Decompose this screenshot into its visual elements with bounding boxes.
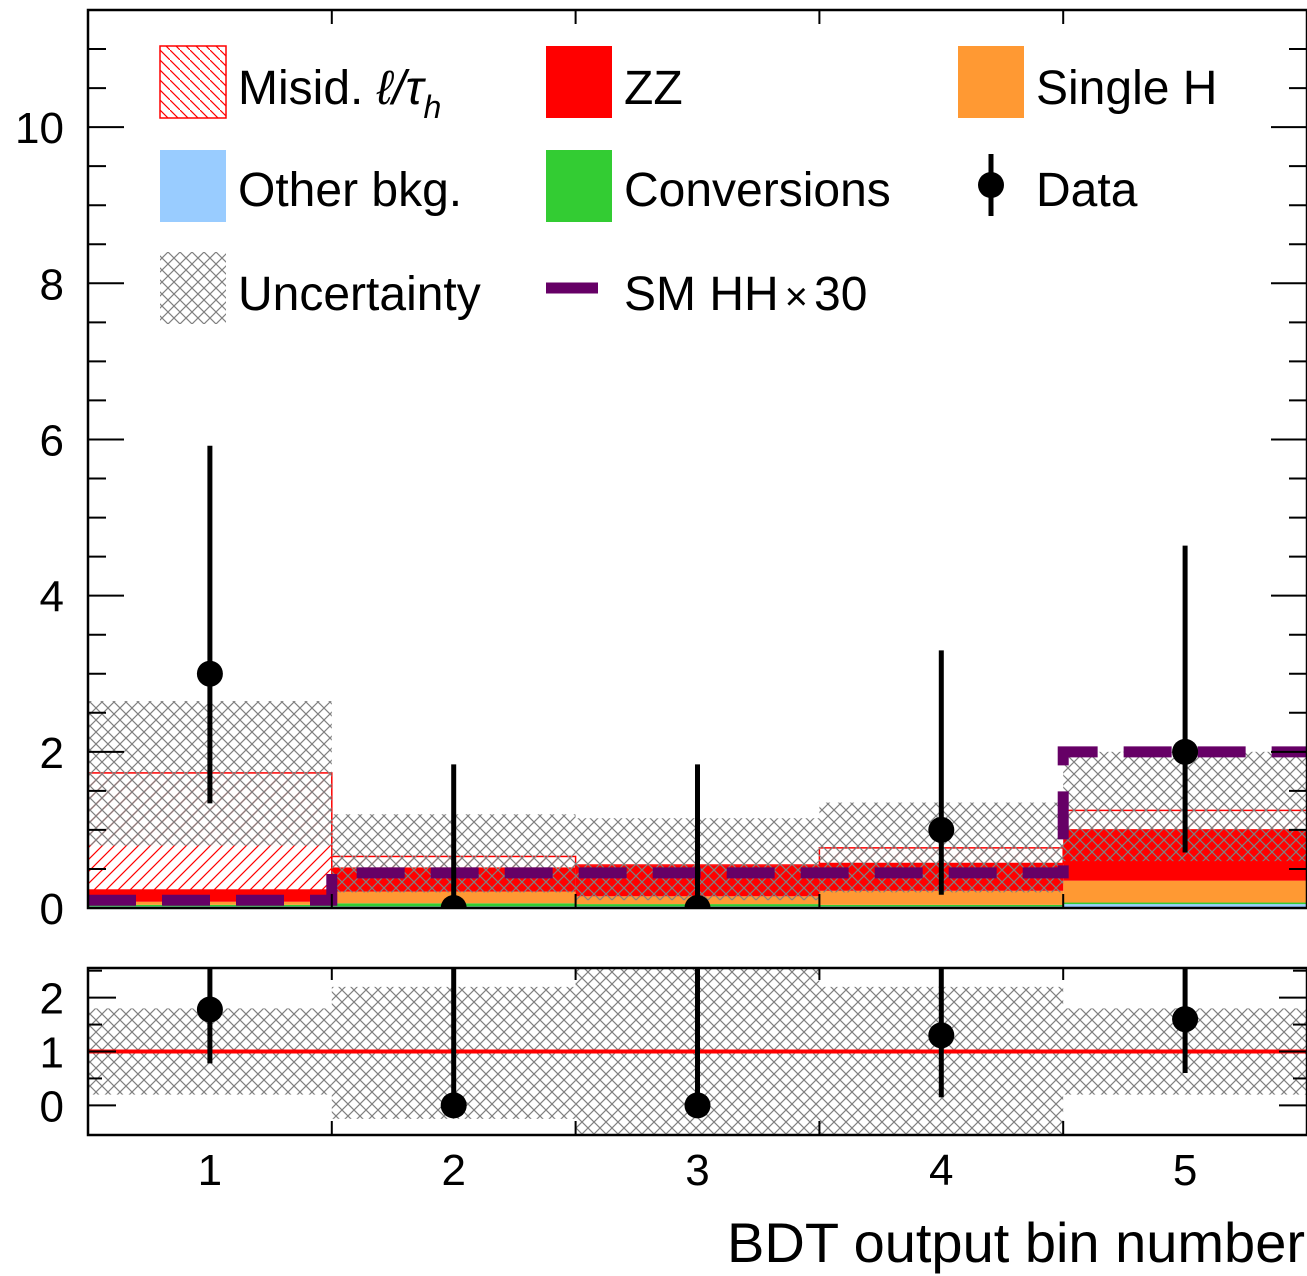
y-tick-label: 2 [40,729,64,778]
legend-swatch-data-marker [978,172,1004,198]
data-point-5 [1172,738,1199,765]
main-panel: 0 2 4 6 8 10 Misid. ℓ/τh ZZ Single H Other bkg. C… [15,8,1307,934]
legend-label-misid: Misid. ℓ/τh [238,62,441,125]
legend-label-sm-hh-post: 30 [814,268,867,321]
legend-label-other-bkg: Other bkg. [238,164,462,217]
legend-label-misid-ell: ℓ [376,62,395,115]
ratio-point-2 [440,1092,467,1119]
stack-bar-2-bin-4 [819,904,1064,907]
legend-label-sm-hh-pre: SM HH [624,268,779,321]
ratio-point-4 [928,1022,955,1049]
legend-swatch-conversions [546,150,612,222]
x-tick-label: 2 [441,1146,465,1195]
stack-bar-3-bin-5 [1063,880,1307,903]
ratio-point-3 [684,1092,711,1119]
legend-label-uncertainty: Uncertainty [238,268,481,321]
ratio-y-tick-label: 1 [40,1029,64,1078]
legend-label-sm-hh: SM HH × 30 [624,268,867,321]
y-tick-label: 4 [40,573,64,622]
legend-swatch-uncertainty [160,252,226,324]
legend-label-single-h: Single H [1036,62,1217,115]
stack-bar-2-bin-5 [1063,902,1307,905]
legend-label-data: Data [1036,164,1138,217]
ratio-y-tick-label: 2 [40,975,64,1024]
legend-label-misid-pre: Misid. [238,62,377,115]
legend-label-misid-tau: /τ [389,62,426,115]
y-tick-label: 6 [40,416,64,465]
legend-label-conversions: Conversions [624,164,891,217]
data-point-1 [196,660,223,687]
data-point-3 [684,895,711,908]
x-tick-label: 1 [198,1146,222,1195]
legend-swatch-other-bkg [160,150,226,222]
stack-bar-3-bin-4 [819,890,1064,905]
x-tick-label: 4 [929,1146,953,1195]
ratio-y-tick-label: 0 [40,1082,64,1131]
y-tick-label: 8 [40,260,64,309]
x-tick-label: 3 [685,1146,709,1195]
stack-bar-1-bin-5 [1063,904,1307,908]
legend-swatch-single-h [958,46,1024,118]
x-tick-label: 5 [1173,1146,1197,1195]
data-point-2 [440,895,467,908]
x-axis-label: BDT output bin number [727,1211,1305,1274]
legend-label-misid-sub: h [424,89,442,125]
legend-swatch-zz [546,46,612,118]
legend-label-zz: ZZ [624,62,683,115]
legend: Misid. ℓ/τh ZZ Single H Other bkg. Conversio… [159,45,1217,324]
main-frame [86,8,1307,910]
legend-swatch-misid [159,45,227,119]
ratio-point-5 [1172,1006,1199,1033]
data-point-4 [928,816,955,843]
y-tick-label: 0 [40,885,64,934]
ratio-point-1 [196,996,223,1023]
y-tick-label: 10 [15,104,64,153]
legend-label-sm-hh-times: × [785,275,808,319]
